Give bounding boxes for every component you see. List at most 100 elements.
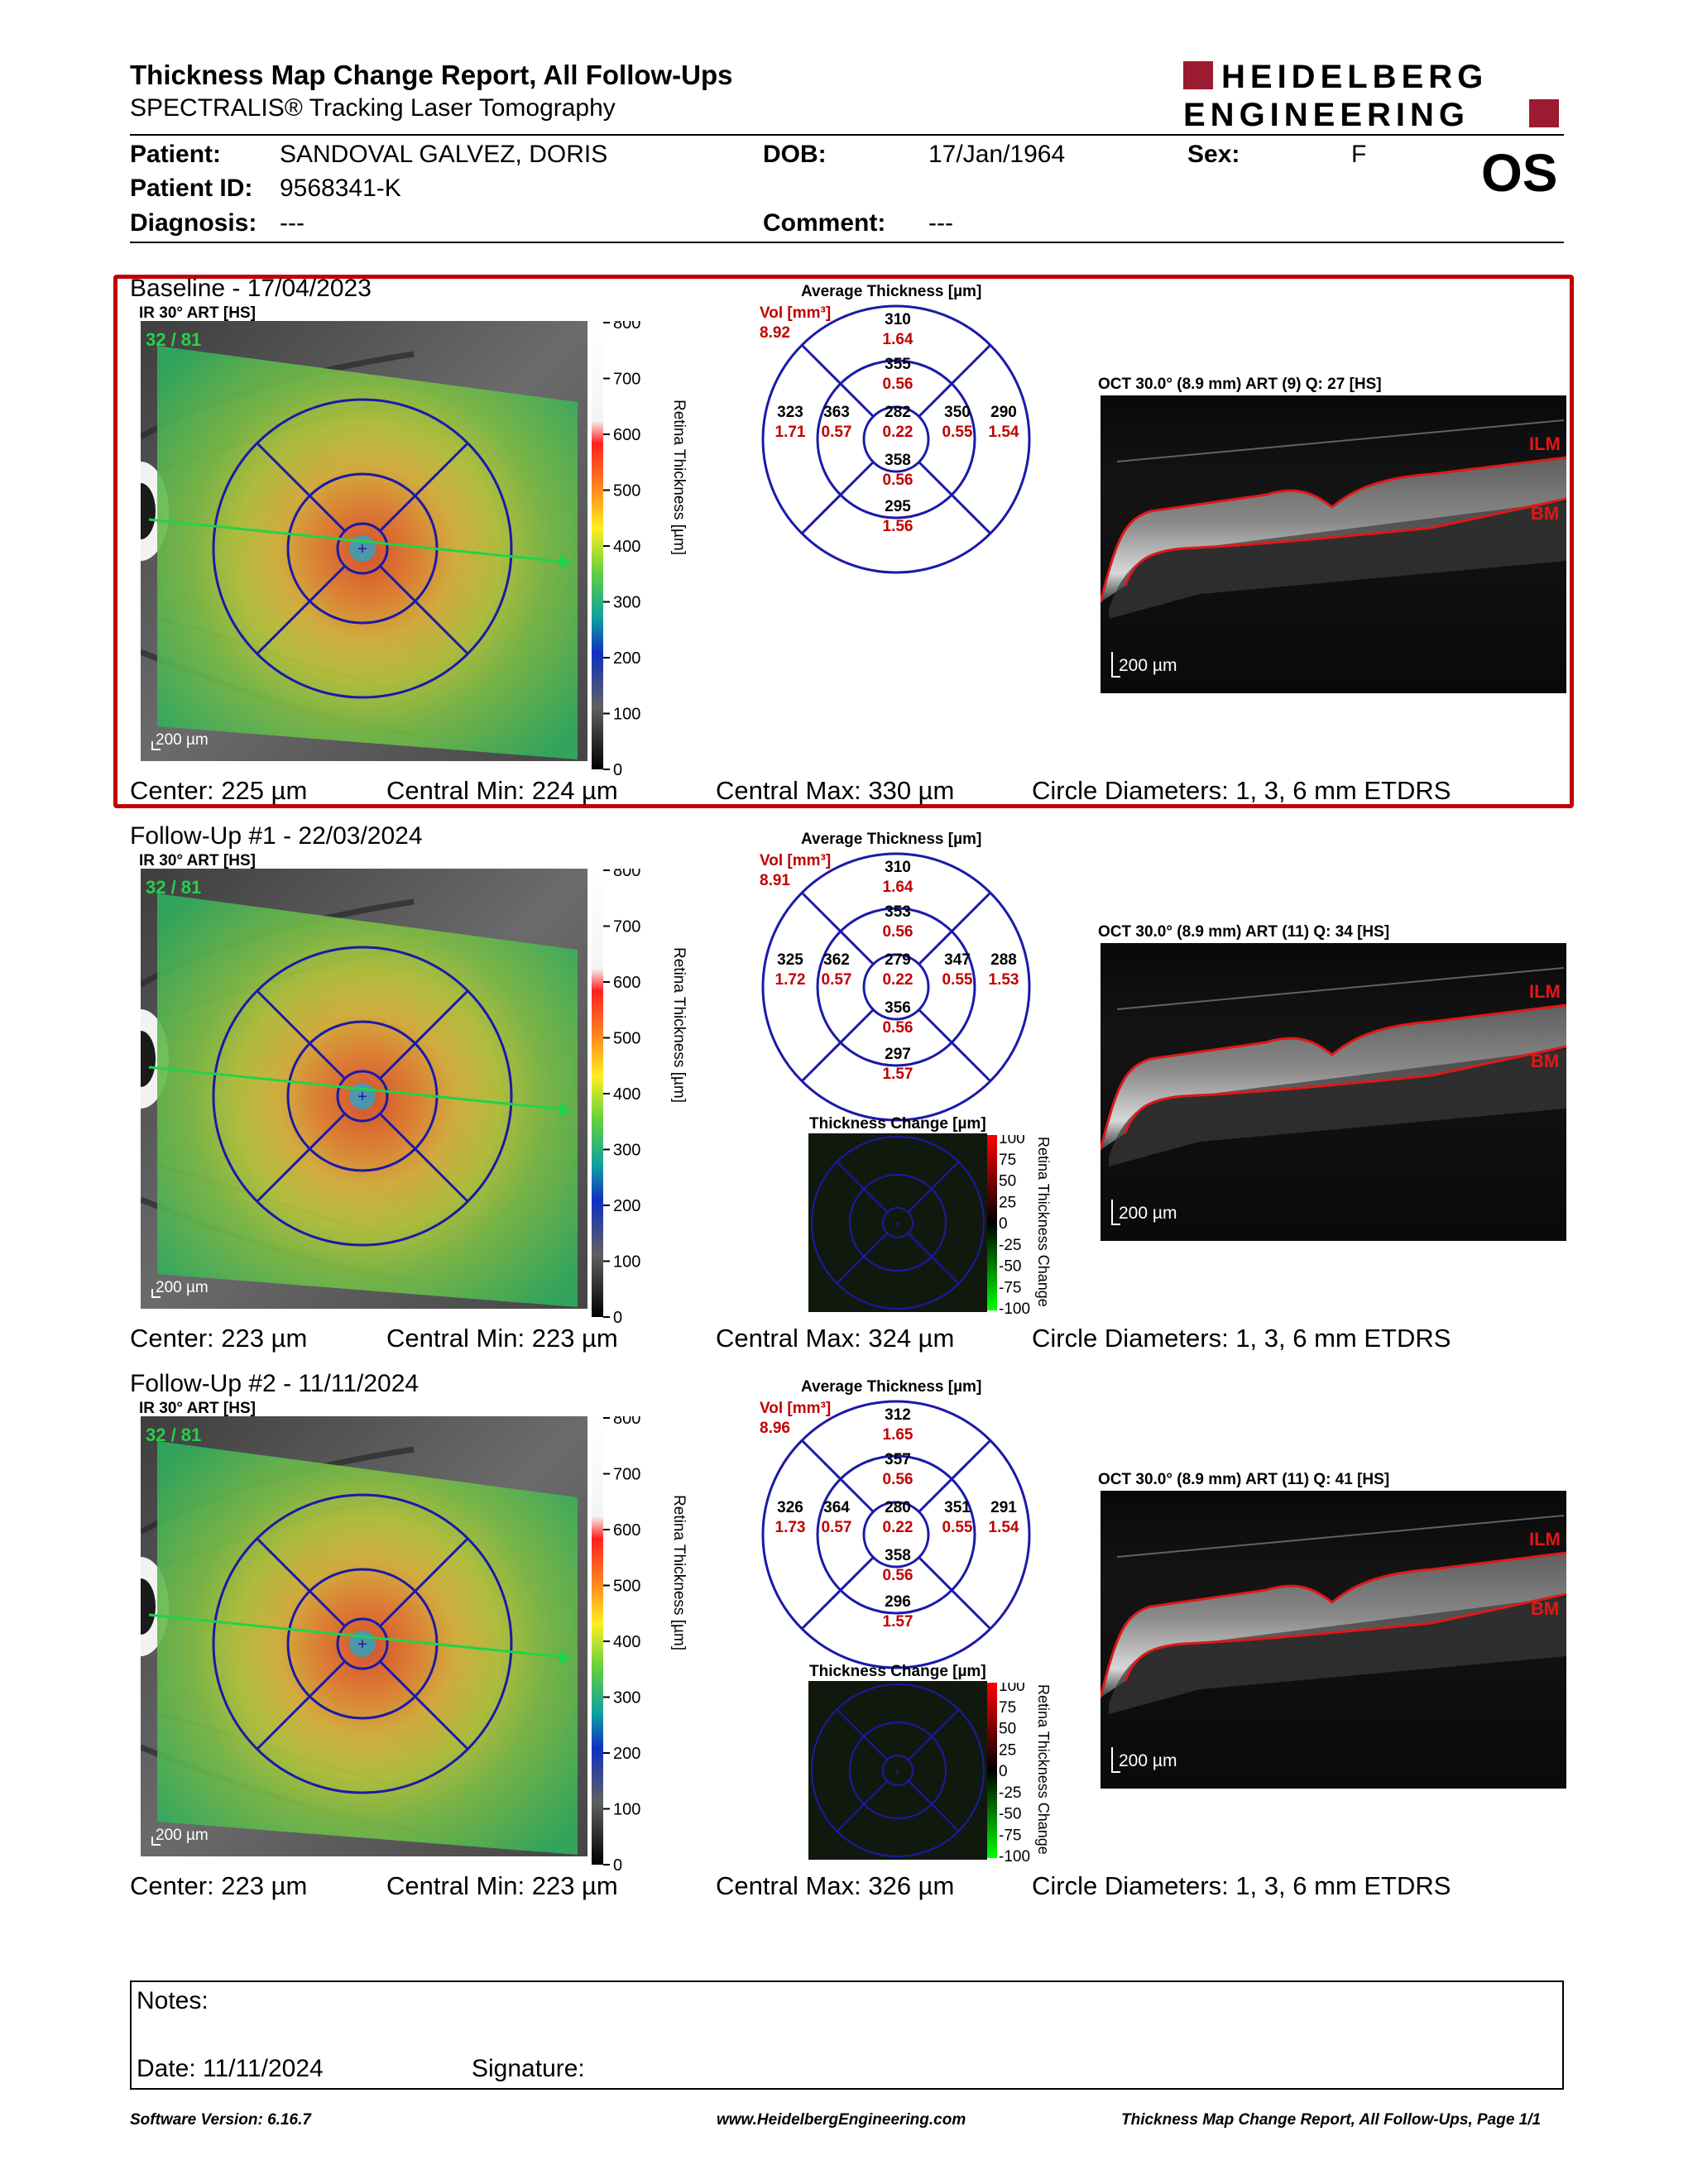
sector-volume-outer-right: 1.54 [988, 424, 1019, 441]
sector-volume-outer-left: 1.73 [774, 1519, 806, 1536]
central-max: Central Max: 330 µm [716, 776, 955, 805]
sector-thickness-inner-right: 351 [944, 1499, 971, 1516]
change-tick-label: 25 [999, 1741, 1016, 1759]
change-tick-label: 100 [999, 1135, 1025, 1147]
change-tick-label: 0 [999, 1215, 1008, 1233]
sector-volume-inner-top: 0.56 [882, 923, 914, 941]
colorbar-tick-label: 300 [613, 1689, 640, 1707]
thickness-change-map: + [808, 1681, 987, 1860]
fundus-scale-label: 200 µm [156, 1827, 209, 1844]
center-thickness: Center: 225 µm [130, 776, 308, 805]
sector-thickness-outer-right: 290 [990, 404, 1017, 421]
logo-line-1: HEIDELBERG [1221, 59, 1488, 95]
central-min: Central Min: 224 µm [386, 776, 618, 805]
avg-thickness-title: Average Thickness [µm] [801, 283, 982, 300]
sector-volume-center: 0.22 [882, 1519, 914, 1536]
colorbar-tick-label: 500 [613, 482, 640, 500]
circle-diameters: Circle Diameters: 1, 3, 6 mm ETDRS [1032, 776, 1451, 805]
avg-thickness-title: Average Thickness [µm] [801, 1378, 982, 1396]
oct-scale-label: 200 µm [1119, 1751, 1177, 1770]
sector-volume-outer-bottom: 1.57 [882, 1066, 914, 1083]
ilm-label: ILM [1529, 1529, 1561, 1549]
ir-label: IR 30° ART [HS] [139, 1400, 256, 1417]
sector-thickness-inner-top: 357 [885, 1451, 911, 1468]
patient-id: 9568341-K [280, 175, 401, 202]
change-tick-label: -25 [999, 1784, 1021, 1802]
central-min: Central Min: 223 µm [386, 1871, 618, 1900]
sector-thickness-outer-left: 326 [777, 1499, 803, 1516]
thickness-map-image: + 32 / 81 200 µm [141, 321, 587, 761]
oct-label: OCT 30.0° (8.9 mm) ART (11) Q: 34 [HS] [1098, 923, 1390, 941]
sector-thickness-outer-left: 323 [777, 404, 803, 421]
thickness-change-colorbar: 100 75 50 25 0 -25 -50 -75 -100 Retina Thickness … [987, 1135, 1052, 1314]
sector-volume-inner-bottom: 0.56 [882, 1567, 914, 1584]
frame-count: 32 / 81 [146, 329, 201, 350]
change-tick-label: -100 [999, 1300, 1030, 1314]
volume-label: Vol [mm³] [760, 852, 832, 869]
colorbar-tick-label: 600 [613, 1521, 640, 1540]
colorbar-tick-label: 200 [613, 1197, 640, 1215]
sector-thickness-inner-left: 364 [823, 1499, 850, 1516]
colorbar-tick-label: 0 [613, 1856, 622, 1871]
change-tick-label: -100 [999, 1848, 1030, 1861]
section-title: Baseline - 17/04/2023 [130, 275, 372, 302]
sector-thickness-inner-left: 362 [823, 951, 850, 969]
sector-volume-outer-top: 1.64 [882, 879, 914, 896]
notes-label: Notes: [137, 1987, 209, 2014]
sector-volume-outer-left: 1.71 [774, 424, 806, 441]
report-title: Thickness Map Change Report, All Follow-… [130, 60, 733, 90]
sector-volume-inner-left: 0.57 [821, 424, 852, 441]
dob-label: DOB: [763, 141, 827, 168]
colorbar-tick-label: 400 [613, 1633, 640, 1651]
colorbar-tick-label: 700 [613, 1466, 640, 1484]
colorbar-tick-label: 400 [613, 1085, 640, 1104]
sector-thickness-center: 282 [885, 404, 911, 421]
notes-box[interactable] [130, 1980, 1564, 2090]
website-link[interactable]: www.HeidelbergEngineering.com [717, 2111, 966, 2129]
volume-value: 8.92 [760, 324, 790, 342]
colorbar-tick-label: 400 [613, 538, 640, 556]
colorbar-tick-label: 200 [613, 1745, 640, 1763]
sector-thickness-outer-right: 291 [990, 1499, 1017, 1516]
change-tick-label: 100 [999, 1683, 1025, 1695]
sector-volume-inner-right: 0.55 [942, 1519, 973, 1536]
colorbar-tick-label: 700 [613, 371, 640, 389]
colorbar-tick-label: 0 [613, 761, 622, 776]
patient-name-label: Patient: [130, 141, 222, 168]
sector-thickness-inner-bottom: 356 [885, 999, 911, 1017]
sector-volume-inner-right: 0.55 [942, 971, 973, 989]
colorbar-tick-label: 100 [613, 706, 640, 724]
svg-text:+: + [894, 1217, 900, 1230]
baseline-highlight-frame [113, 275, 1574, 808]
volume-value: 8.96 [760, 1420, 790, 1437]
etdrs-average-grid [761, 852, 1031, 1122]
date-field: Date: 11/11/2024 [137, 2055, 324, 2082]
central-min: Central Min: 223 µm [386, 1324, 618, 1353]
colorbar-tick-label: 500 [613, 1578, 640, 1596]
central-max: Central Max: 324 µm [716, 1324, 955, 1353]
sector-volume-inner-bottom: 0.56 [882, 472, 914, 489]
report-subtitle: SPECTRALIS® Tracking Laser Tomography [130, 94, 616, 122]
sector-thickness-outer-left: 325 [777, 951, 803, 969]
fundus-scale-label: 200 µm [156, 731, 209, 749]
ir-label: IR 30° ART [HS] [139, 304, 256, 322]
sector-thickness-inner-bottom: 358 [885, 452, 911, 469]
svg-text:+: + [894, 1765, 900, 1778]
change-tick-label: 25 [999, 1194, 1016, 1211]
bm-label: BM [1531, 1051, 1559, 1071]
ir-label: IR 30° ART [HS] [139, 852, 256, 869]
patient-name: SANDOVAL GALVEZ, DORIS [280, 141, 608, 168]
colorbar-tick-label: 0 [613, 1309, 622, 1324]
colorbar-title: Retina Thickness [µm] [670, 947, 688, 1103]
colorbar-tick-label: 300 [613, 594, 640, 612]
sector-volume-outer-top: 1.65 [882, 1426, 914, 1444]
thickness-colorbar: 800 700 600 500 400 300 200 100 0 Retina Thickne… [592, 869, 688, 1324]
change-tick-label: 75 [999, 1699, 1016, 1717]
sector-thickness-center: 280 [885, 1499, 911, 1516]
change-tick-label: 0 [999, 1763, 1008, 1780]
dob-value: 17/Jan/1964 [928, 141, 1066, 168]
sector-thickness-outer-right: 288 [990, 951, 1017, 969]
oct-bscan-image: ILM BM 200 µm [1101, 395, 1566, 693]
change-tick-label: 75 [999, 1152, 1016, 1169]
oct-scale-label: 200 µm [1119, 1204, 1177, 1223]
